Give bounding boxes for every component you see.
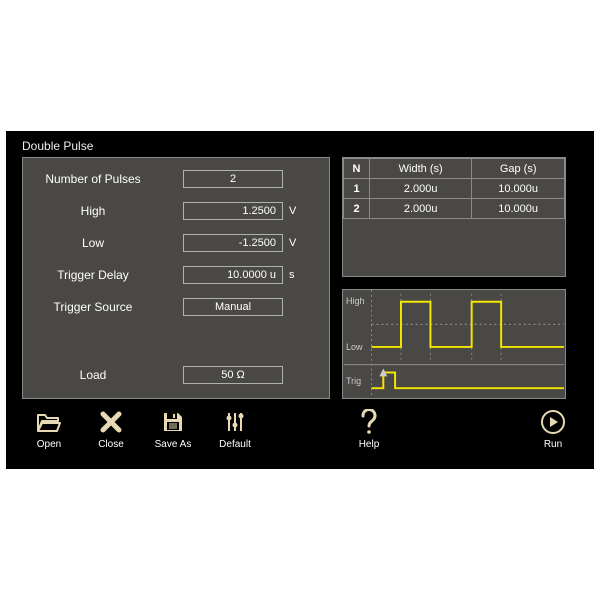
table-header-row: N Width (s) Gap (s) [344, 159, 565, 179]
row-num-pulses: Number of Pulses 2 [23, 168, 329, 190]
cell-width[interactable]: 2.000u [370, 179, 472, 199]
run-label: Run [526, 439, 580, 450]
trig-waveform [372, 372, 564, 388]
row-trigger-source: Trigger Source Manual [23, 296, 329, 318]
open-label: Open [22, 439, 76, 450]
toolbar: Open Close Save As [22, 409, 578, 463]
close-button[interactable]: Close [84, 409, 138, 450]
run-button[interactable]: Run [526, 409, 580, 450]
open-button[interactable]: Open [22, 409, 76, 450]
cell-n: 2 [344, 199, 370, 219]
panel-title: Double Pulse [22, 139, 93, 153]
row-low: Low -1.2500 V [23, 232, 329, 254]
select-load[interactable]: 50 Ω [183, 366, 283, 384]
label-trigger-delay: Trigger Delay [23, 268, 163, 282]
col-width: Width (s) [370, 159, 472, 179]
unit-low: V [289, 237, 296, 249]
cell-n: 1 [344, 179, 370, 199]
select-trigger-source[interactable]: Manual [183, 298, 283, 316]
label-low: Low [23, 236, 163, 250]
help-icon [342, 409, 396, 435]
cell-gap[interactable]: 10.000u [472, 199, 565, 219]
col-n: N [344, 159, 370, 179]
graph-label-trig: Trig [346, 376, 361, 386]
pulse-table-panel: N Width (s) Gap (s) 1 2.000u 10.000u 2 2… [342, 157, 566, 277]
waveform-svg [343, 290, 565, 398]
pulse-table: N Width (s) Gap (s) 1 2.000u 10.000u 2 2… [343, 158, 565, 219]
graph-label-low: Low [346, 342, 363, 352]
label-load: Load [23, 368, 163, 382]
input-high[interactable]: 1.2500 [183, 202, 283, 220]
sliders-icon [208, 409, 262, 435]
play-icon [526, 409, 580, 435]
input-num-pulses[interactable]: 2 [183, 170, 283, 188]
default-label: Default [208, 439, 262, 450]
app-screen: Double Pulse Number of Pulses 2 High 1.2… [6, 131, 594, 469]
graph-label-high: High [346, 296, 365, 306]
label-trigger-source: Trigger Source [23, 300, 163, 314]
input-low[interactable]: -1.2500 [183, 234, 283, 252]
label-high: High [23, 204, 163, 218]
settings-panel: Number of Pulses 2 High 1.2500 V Low -1.… [22, 157, 330, 399]
save-as-label: Save As [146, 439, 200, 450]
label-num-pulses: Number of Pulses [23, 172, 163, 186]
waveform-preview: High Low Trig [342, 289, 566, 399]
table-row[interactable]: 2 2.000u 10.000u [344, 199, 565, 219]
help-button[interactable]: Help [342, 409, 396, 450]
unit-trigger-delay: s [289, 269, 295, 281]
save-icon [146, 409, 200, 435]
row-load: Load 50 Ω [23, 364, 329, 386]
table-row[interactable]: 1 2.000u 10.000u [344, 179, 565, 199]
cell-width[interactable]: 2.000u [370, 199, 472, 219]
save-as-button[interactable]: Save As [146, 409, 200, 450]
default-button[interactable]: Default [208, 409, 262, 450]
close-icon [84, 409, 138, 435]
row-trigger-delay: Trigger Delay 10.0000 u s [23, 264, 329, 286]
col-gap: Gap (s) [472, 159, 565, 179]
unit-high: V [289, 205, 296, 217]
input-trigger-delay[interactable]: 10.0000 u [183, 266, 283, 284]
help-label: Help [342, 439, 396, 450]
close-label: Close [84, 439, 138, 450]
row-high: High 1.2500 V [23, 200, 329, 222]
folder-open-icon [22, 409, 76, 435]
cell-gap[interactable]: 10.000u [472, 179, 565, 199]
